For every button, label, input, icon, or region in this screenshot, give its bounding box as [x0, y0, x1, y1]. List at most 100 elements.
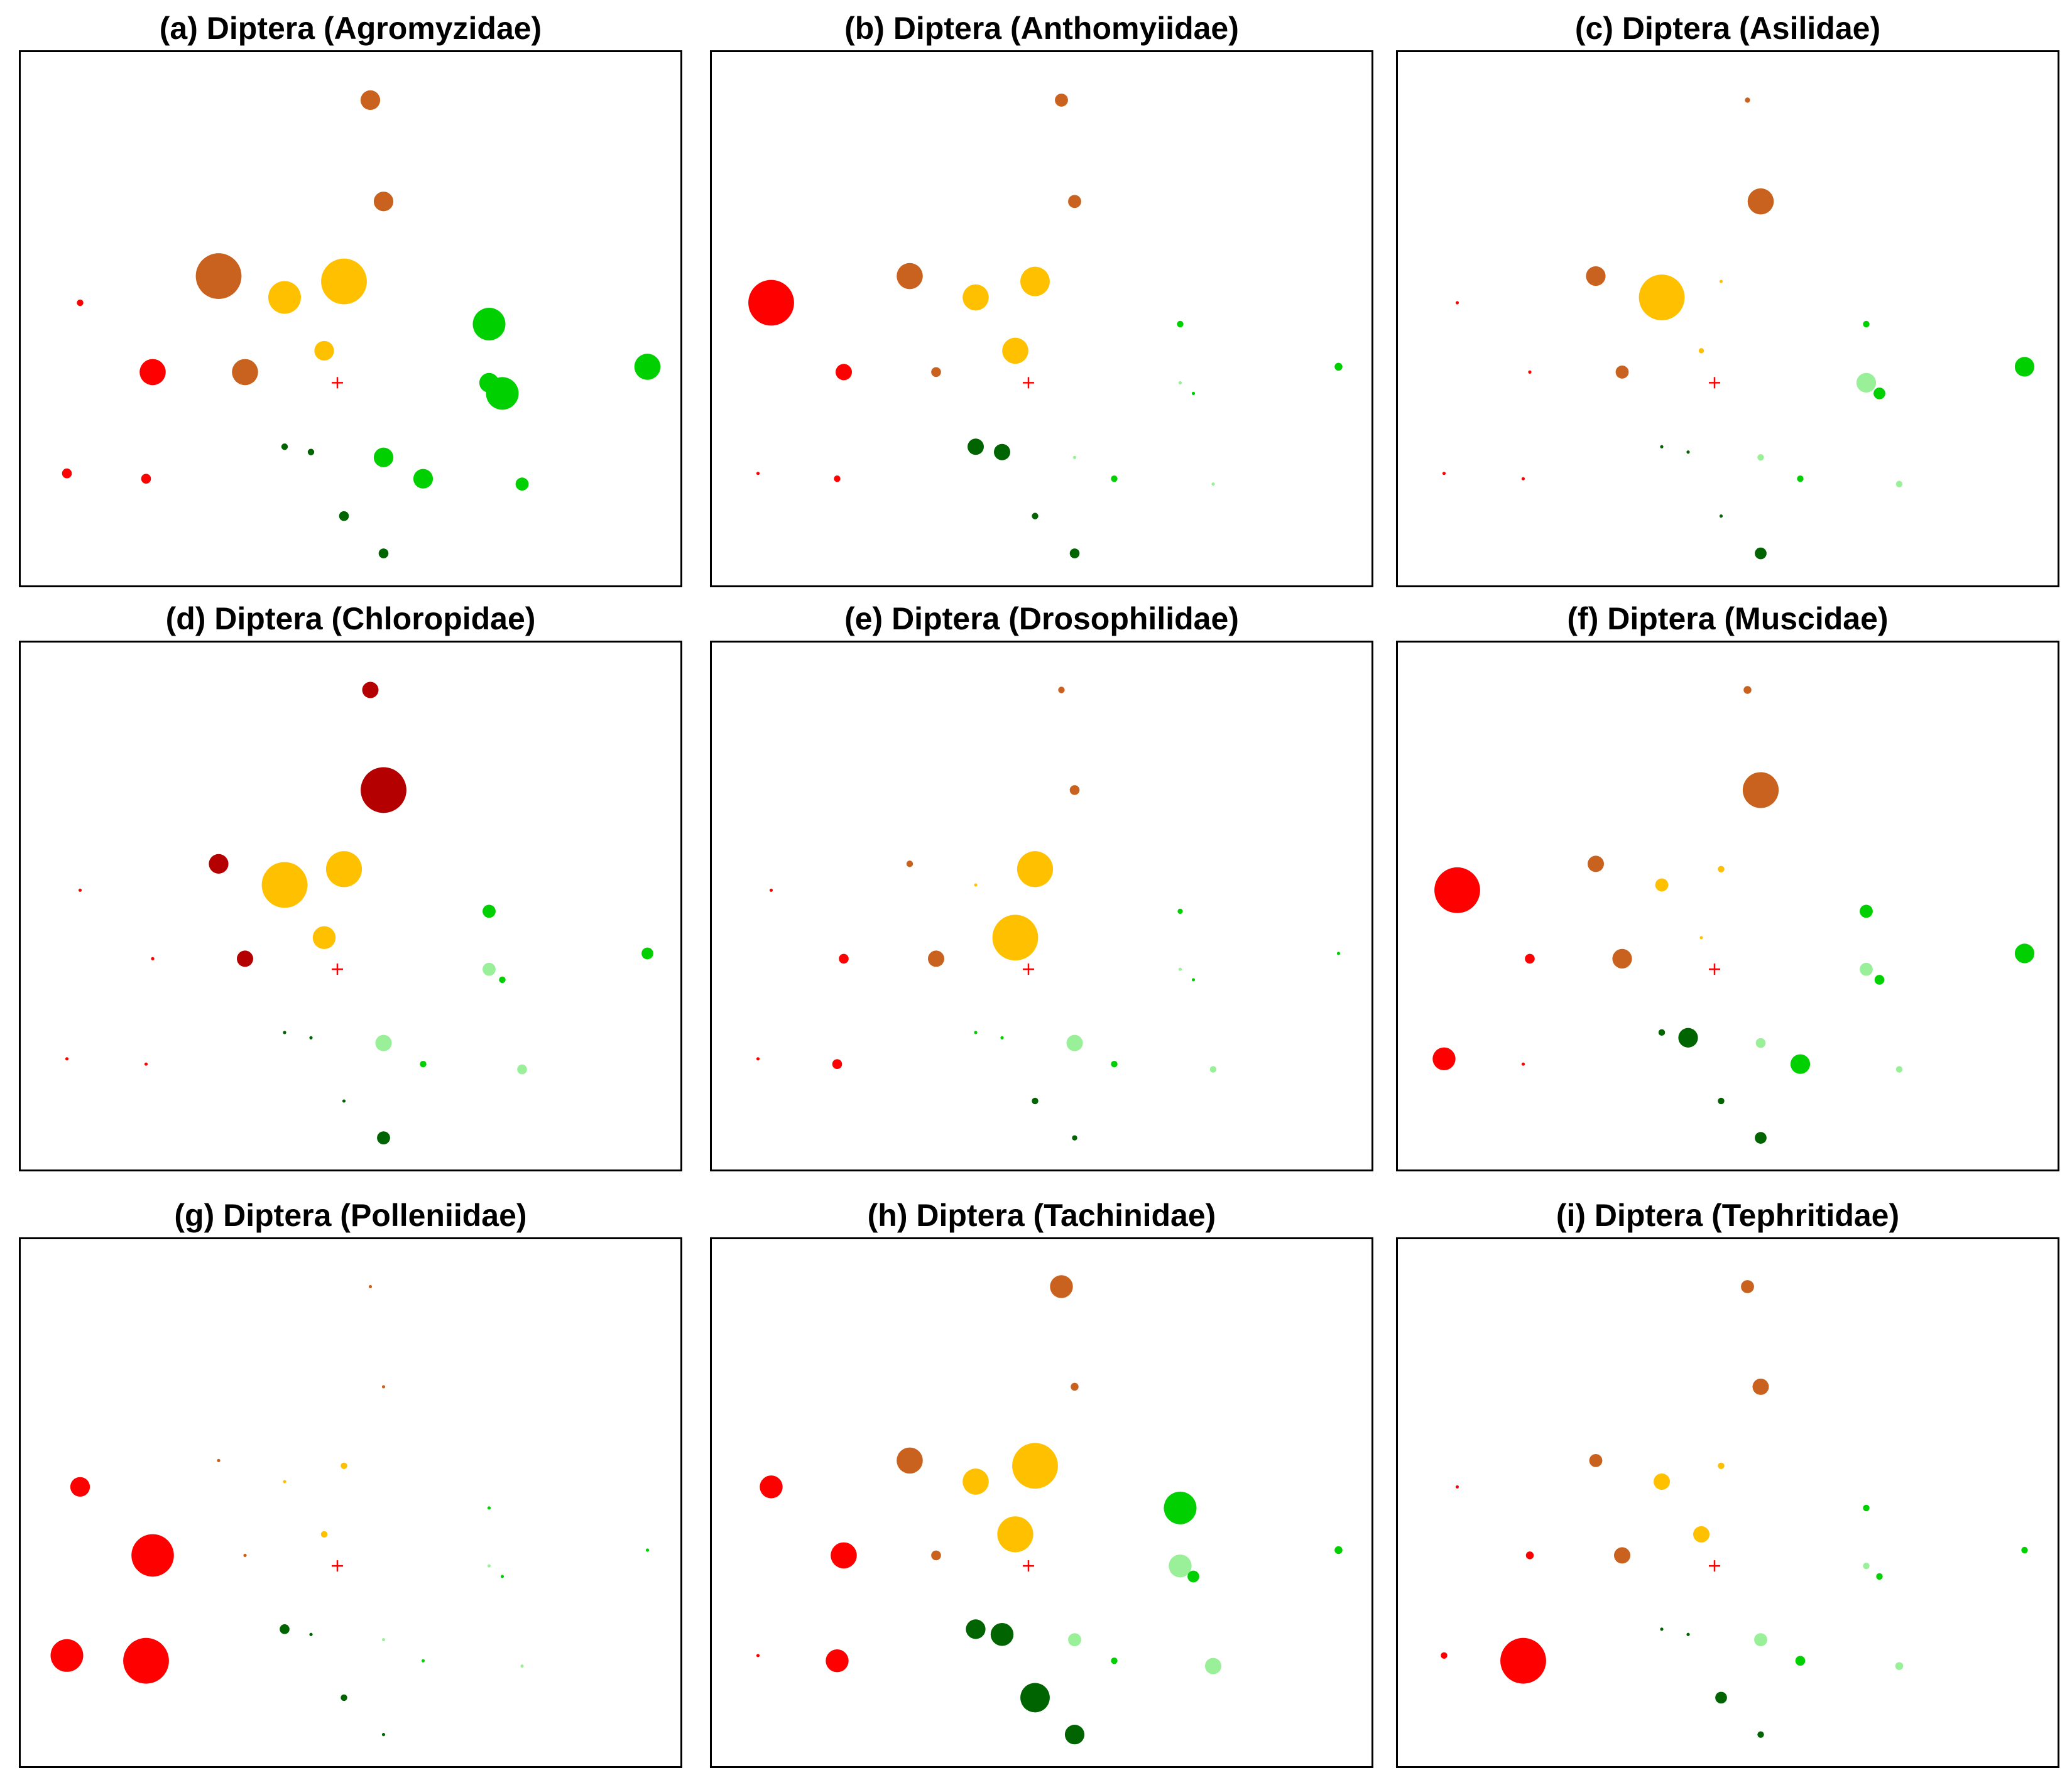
- bubble-point: [232, 359, 258, 386]
- bubble-point: [756, 1654, 760, 1658]
- panel-title: (d) Diptera (Chloropidae): [165, 601, 536, 636]
- bubble-point: [1072, 1135, 1077, 1141]
- bubble-point: [483, 962, 496, 976]
- bubble-point: [839, 953, 849, 964]
- bubble-point: [1795, 1656, 1806, 1666]
- plot-frame: [1396, 1237, 2059, 1768]
- bubble-point: [1660, 1627, 1664, 1631]
- bubble-point: [1856, 372, 1877, 393]
- bubble-point: [312, 926, 336, 950]
- scatter-plot: [1396, 50, 2059, 587]
- bubble-point: [1336, 952, 1341, 955]
- bubble-point: [1178, 381, 1182, 384]
- bubble-point: [1718, 1097, 1725, 1105]
- scatter-plot: [19, 641, 682, 1171]
- bubble-point: [375, 1034, 392, 1051]
- scatter-plot: [19, 50, 682, 587]
- bubble-point: [373, 447, 394, 467]
- bubble-point: [994, 443, 1010, 460]
- bubble-point: [1589, 1453, 1603, 1467]
- bubble-point: [1719, 279, 1723, 283]
- bubble-point: [1058, 686, 1065, 693]
- bubble-point: [483, 904, 496, 918]
- panel-title: (c) Diptera (Asilidae): [1574, 11, 1881, 46]
- bubble-point: [1111, 475, 1118, 482]
- bubble-point: [1455, 1485, 1459, 1489]
- bubble-point: [1660, 445, 1664, 448]
- bubble-point: [974, 883, 978, 887]
- bubble-point: [1747, 188, 1774, 215]
- panel-title: (f) Diptera (Muscidae): [1567, 601, 1889, 636]
- bubble-point: [1863, 1562, 1870, 1570]
- bubble-point: [487, 1506, 491, 1510]
- bubble-point: [997, 1516, 1033, 1553]
- bubble-point: [309, 1632, 313, 1636]
- bubble-point: [1698, 348, 1704, 354]
- bubble-point: [309, 1036, 313, 1039]
- bubble-point: [897, 1447, 923, 1474]
- panel-i: (i) Diptera (Tephritidae): [1396, 1197, 2059, 1768]
- bubble-point: [974, 1031, 978, 1034]
- origin-plus-marker: [1709, 377, 1720, 389]
- bubble-point: [1718, 1462, 1725, 1469]
- bubble-point: [1719, 514, 1723, 518]
- bubble-point: [966, 1619, 986, 1639]
- bubble-point: [1895, 480, 1903, 487]
- bubble-point: [283, 1480, 286, 1484]
- bubble-point: [1066, 1034, 1083, 1051]
- bubble-point: [144, 1062, 148, 1066]
- bubble-point: [141, 474, 151, 484]
- bubble-point: [382, 1638, 385, 1642]
- bubble-point: [1863, 1504, 1870, 1512]
- bubble-point: [1069, 548, 1080, 558]
- bubble-point: [1064, 1725, 1085, 1745]
- bubble-point: [243, 1553, 247, 1557]
- bubble-point: [360, 90, 381, 111]
- bubble-point: [1699, 936, 1703, 940]
- bubble-point: [1441, 1652, 1448, 1659]
- bubble-point: [325, 851, 363, 887]
- origin-plus-marker: [1709, 1560, 1720, 1572]
- plot-frame: [19, 1237, 682, 1768]
- bubble-point: [1693, 1526, 1709, 1543]
- bubble-point: [1000, 1036, 1004, 1039]
- bubble-point: [377, 1131, 390, 1145]
- bubble-point: [2014, 357, 2035, 377]
- bubble-point: [2021, 1546, 2028, 1554]
- bubble-point: [1169, 1554, 1192, 1578]
- panel-title: (i) Diptera (Tephritidae): [1556, 1198, 1900, 1233]
- scatter-plot: [19, 1237, 682, 1768]
- bubble-point: [831, 1542, 857, 1569]
- bubble-point: [897, 263, 923, 290]
- scatter-plot: [710, 641, 1373, 1171]
- bubble-point: [1525, 953, 1535, 964]
- panel-title: (b) Diptera (Anthomyiidae): [844, 11, 1239, 46]
- origin-plus-marker: [1023, 963, 1034, 975]
- bubble-point: [1588, 855, 1604, 872]
- bubble-point: [373, 192, 394, 212]
- bubble-point: [1658, 1029, 1666, 1036]
- bubble-point: [1455, 301, 1459, 305]
- bubble-point: [321, 258, 367, 305]
- bubble-point: [368, 1284, 373, 1289]
- bubble-point: [420, 1061, 427, 1068]
- plot-frame: [710, 1237, 1373, 1768]
- bubble-point: [341, 1462, 347, 1469]
- bubble-point: [990, 1623, 1014, 1646]
- scatter-plot: [1396, 1237, 2059, 1768]
- panel-f: (f) Diptera (Muscidae): [1396, 600, 2059, 1171]
- bubble-point: [962, 1468, 989, 1495]
- bubble-point: [421, 1659, 425, 1663]
- bubble-point: [62, 468, 72, 479]
- bubble-point: [1752, 1378, 1769, 1395]
- bubble-point: [217, 1458, 221, 1462]
- bubble-point: [1755, 1038, 1766, 1048]
- bubble-point: [1068, 195, 1081, 209]
- bubble-point: [1072, 455, 1077, 459]
- bubble-point: [1741, 1280, 1754, 1293]
- bubble-point: [1205, 1658, 1221, 1674]
- bubble-point: [1614, 1547, 1630, 1564]
- origin-plus-marker: [1023, 1560, 1034, 1572]
- bubble-point: [1191, 978, 1196, 982]
- bubble-point: [378, 548, 389, 558]
